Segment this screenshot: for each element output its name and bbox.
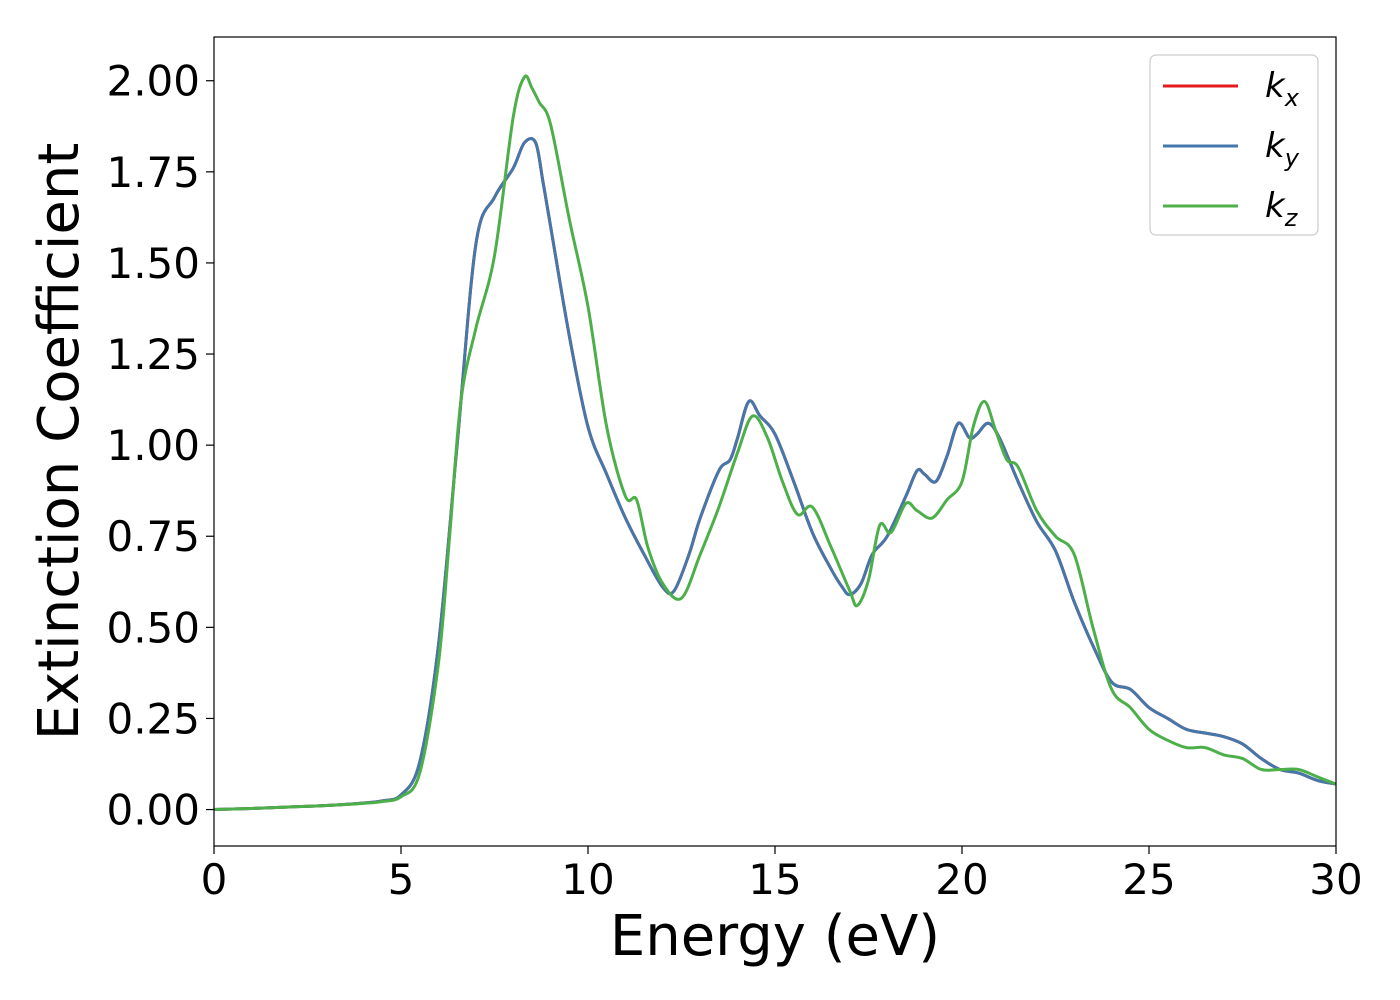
x-tick-label: 10	[561, 855, 614, 904]
legend-label-subscript: z	[1284, 204, 1299, 232]
x-tick-label: 5	[388, 855, 415, 904]
y-tick-label: 1.75	[106, 148, 200, 197]
x-tick-label: 0	[201, 855, 228, 904]
legend-label-base: k	[1265, 126, 1286, 166]
x-tick-label: 25	[1122, 855, 1175, 904]
y-axis-title: Extinction Coefficient	[27, 143, 92, 741]
x-axis: 0 5 10 15 20 25 30	[201, 846, 1363, 904]
x-axis-title: Energy (eV)	[610, 904, 940, 969]
legend-label-x: kx	[1265, 66, 1300, 112]
legend-label-subscript: x	[1284, 84, 1300, 112]
x-tick-label: 15	[748, 855, 801, 904]
y-axis: 0.00 0.25 0.50 0.75 1.00 1.25 1.50 1.75 2.00	[106, 57, 214, 835]
series-line-k-x	[214, 137, 1336, 812]
y-tick-label: 0.50	[106, 603, 200, 652]
series-line-k-z	[214, 74, 1336, 812]
legend-label-base: k	[1265, 66, 1286, 106]
legend-label-z: kz	[1265, 186, 1299, 232]
legend-label-base: k	[1265, 186, 1286, 226]
y-tick-label: 2.00	[106, 57, 200, 106]
y-tick-label: 1.50	[106, 239, 200, 288]
legend-label-y: ky	[1265, 126, 1300, 172]
y-tick-label: 1.00	[106, 421, 200, 470]
y-tick-label: 1.25	[106, 330, 200, 379]
series-line-k-y	[214, 137, 1336, 812]
x-tick-label: 30	[1309, 855, 1362, 904]
y-tick-label: 0.00	[106, 786, 200, 835]
x-tick-label: 20	[935, 855, 988, 904]
y-tick-label: 0.75	[106, 512, 200, 561]
series-layer	[214, 74, 1336, 812]
y-tick-label: 0.25	[106, 694, 200, 743]
legend-label-subscript: y	[1284, 144, 1300, 172]
